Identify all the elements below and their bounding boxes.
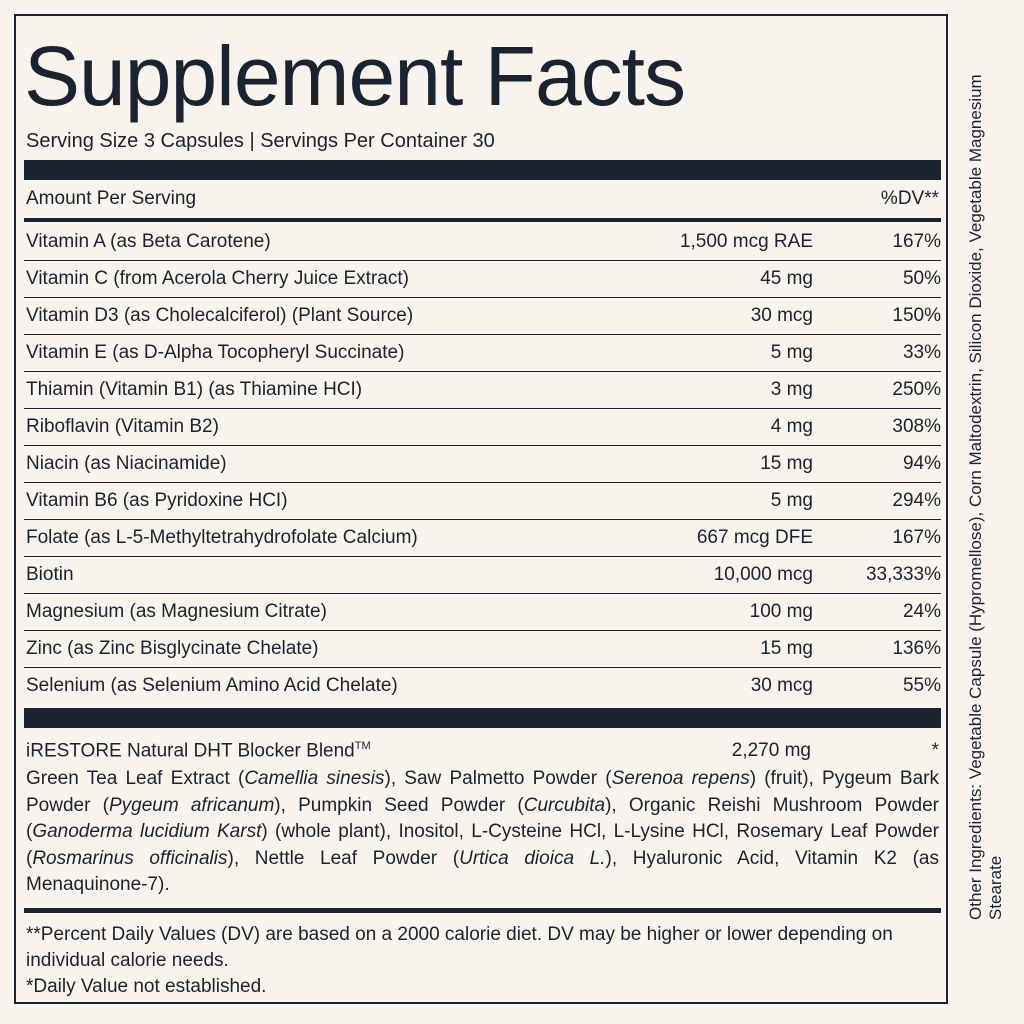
nutrient-row: Niacin (as Niacinamide) 15 mg 94% <box>24 446 941 483</box>
ingredient-text: Rosmarinus officinalis <box>32 847 228 869</box>
thick-rule <box>24 160 941 180</box>
nutrient-row: Vitamin B6 (as Pyridoxine HCI) 5 mg 294% <box>24 483 941 520</box>
nutrient-amount: 30 mcg <box>750 305 813 326</box>
nutrient-name: Thiamin (Vitamin B1) (as Thiamine HCI) <box>26 379 363 400</box>
nutrient-row: Selenium (as Selenium Amino Acid Chelate… <box>24 668 941 704</box>
thick-rule <box>24 708 941 728</box>
dv-header: %DV** <box>880 188 939 209</box>
ingredient-text: ) (whole plant), Inositol, L-Cysteine HC… <box>26 821 939 869</box>
nutrient-name: Vitamin E (as D-Alpha Tocopheryl Succina… <box>26 342 405 363</box>
nutrient-row: Vitamin A (as Beta Carotene) 1,500 mcg RA… <box>24 224 941 261</box>
footnote: *Daily Value not established. <box>26 976 267 997</box>
ingredient-text: Curcubita <box>523 794 606 816</box>
column-header: Amount Per Serving %DV** <box>26 188 939 210</box>
nutrient-amount: 5 mg <box>770 490 813 511</box>
trademark: TM <box>354 740 371 752</box>
nutrient-name: Biotin <box>26 564 74 585</box>
nutrient-row: Zinc (as Zinc Bisglycinate Chelate) 15 mg… <box>24 631 941 668</box>
nutrient-amount: 5 mg <box>770 342 813 363</box>
rule <box>24 218 941 222</box>
nutrient-amount: 45 mg <box>760 268 813 289</box>
nutrient-amount: 667 mcg DFE <box>696 527 813 548</box>
nutrient-name: Vitamin D3 (as Cholecalciferol) (Plant S… <box>26 305 414 326</box>
ingredient-text: ), Pumpkin Seed Powder ( <box>274 794 524 816</box>
footnote: **Percent Daily Values (DV) are based on… <box>26 924 893 971</box>
nutrient-name: Vitamin B6 (as Pyridoxine HCI) <box>26 490 288 511</box>
nutrient-dv: 150% <box>892 305 941 326</box>
nutrient-name: Vitamin C (from Acerola Cherry Juice Ext… <box>26 268 409 289</box>
nutrient-amount: 10,000 mcg <box>713 564 813 585</box>
blend-header: iRESTORE Natural DHT Blocker BlendTM 2,2… <box>26 740 939 762</box>
rule <box>24 908 941 913</box>
nutrient-dv: 50% <box>902 268 941 289</box>
ingredient-text: Ganoderma lucidium Karst <box>32 821 262 842</box>
nutrient-row: Magnesium (as Magnesium Citrate) 100 mg 24… <box>24 594 941 631</box>
label-border <box>14 14 948 1004</box>
other-ingredients: Other Ingredients: Vegetable Capsule (Hy… <box>966 74 1005 920</box>
ingredient-text: ) (fruit), Pygeum Bark Powder ( <box>26 768 939 816</box>
nutrient-dv: 250% <box>892 379 941 400</box>
ingredient-text: ), Nettle Leaf Powder ( <box>227 847 460 869</box>
nutrient-dv: 136% <box>892 638 941 659</box>
ingredient-text: Pygeum africanum <box>108 794 275 816</box>
nutrient-row: Vitamin E (as D-Alpha Tocopheryl Succina… <box>24 335 941 372</box>
nutrient-dv: 294% <box>892 490 941 511</box>
nutrient-row: Vitamin C (from Acerola Cherry Juice Ext… <box>24 261 941 298</box>
nutrient-amount: 1,500 mcg RAE <box>679 231 813 252</box>
nutrient-dv: 167% <box>892 527 941 548</box>
nutrient-dv: 33% <box>902 342 941 363</box>
nutrient-row: Thiamin (Vitamin B1) (as Thiamine HCI) 3 … <box>24 372 941 409</box>
nutrient-name: Magnesium (as Magnesium Citrate) <box>26 601 327 622</box>
ingredient-text: Green Tea Leaf Extract ( <box>26 768 245 789</box>
ingredient-text: ), Saw Palmetto Powder ( <box>384 768 612 789</box>
ingredient-text: ), Organic Reishi Mushroom Powder ( <box>26 794 939 843</box>
nutrient-name: Niacin (as Niacinamide) <box>26 453 227 474</box>
nutrient-dv: 24% <box>902 601 941 622</box>
blend-name-wrap: iRESTORE Natural DHT Blocker BlendTM <box>26 740 611 762</box>
nutrient-name: Folate (as L-5-Methyltetrahydrofolate Ca… <box>26 527 418 548</box>
nutrient-row: Vitamin D3 (as Cholecalciferol) (Plant S… <box>24 298 941 335</box>
blend-amount: 2,270 mg <box>731 740 811 761</box>
nutrient-amount: 15 mg <box>760 638 813 659</box>
title: Supplement Facts <box>24 29 686 123</box>
blend-dv: * <box>931 740 939 761</box>
blend-name: iRESTORE Natural DHT Blocker Blend <box>26 740 355 762</box>
ingredient-text: ), Hyaluronic Acid, Vitamin K2 (as Menaq… <box>26 847 939 896</box>
nutrient-row: Folate (as L-5-Methyltetrahydrofolate Ca… <box>24 520 941 557</box>
nutrient-dv: 308% <box>892 416 941 437</box>
nutrient-dv: 94% <box>902 453 941 474</box>
ingredient-text: Serenoa repens <box>611 768 750 789</box>
nutrient-amount: 15 mg <box>760 453 813 474</box>
amount-header: Amount Per Serving <box>26 188 197 209</box>
serving-info: Serving Size 3 Capsules | Servings Per C… <box>26 130 495 152</box>
nutrient-amount: 4 mg <box>770 416 813 437</box>
nutrient-row: Biotin 10,000 mcg 33,333% <box>24 557 941 594</box>
ingredient-text: Camellia sinesis <box>244 768 385 789</box>
nutrient-dv: 33,333% <box>865 564 941 585</box>
nutrient-rows: Vitamin A (as Beta Carotene) 1,500 mcg RA… <box>24 224 941 704</box>
nutrient-row: Riboflavin (Vitamin B2) 4 mg 308% <box>24 409 941 446</box>
nutrient-amount: 30 mcg <box>750 675 813 696</box>
nutrient-name: Vitamin A (as Beta Carotene) <box>26 231 271 252</box>
nutrient-dv: 55% <box>902 675 941 696</box>
nutrient-name: Riboflavin (Vitamin B2) <box>26 416 219 437</box>
footnotes: **Percent Daily Values (DV) are based on… <box>26 922 906 1000</box>
nutrient-amount: 3 mg <box>770 379 813 400</box>
nutrient-dv: 167% <box>892 231 941 252</box>
nutrient-name: Zinc (as Zinc Bisglycinate Chelate) <box>26 638 319 659</box>
blend-ingredients: Green Tea Leaf Extract (Camellia sinesis… <box>26 766 939 899</box>
nutrient-amount: 100 mg <box>749 601 813 622</box>
ingredient-text: Urtica dioica L. <box>459 847 606 869</box>
nutrient-name: Selenium (as Selenium Amino Acid Chelate… <box>26 675 398 696</box>
